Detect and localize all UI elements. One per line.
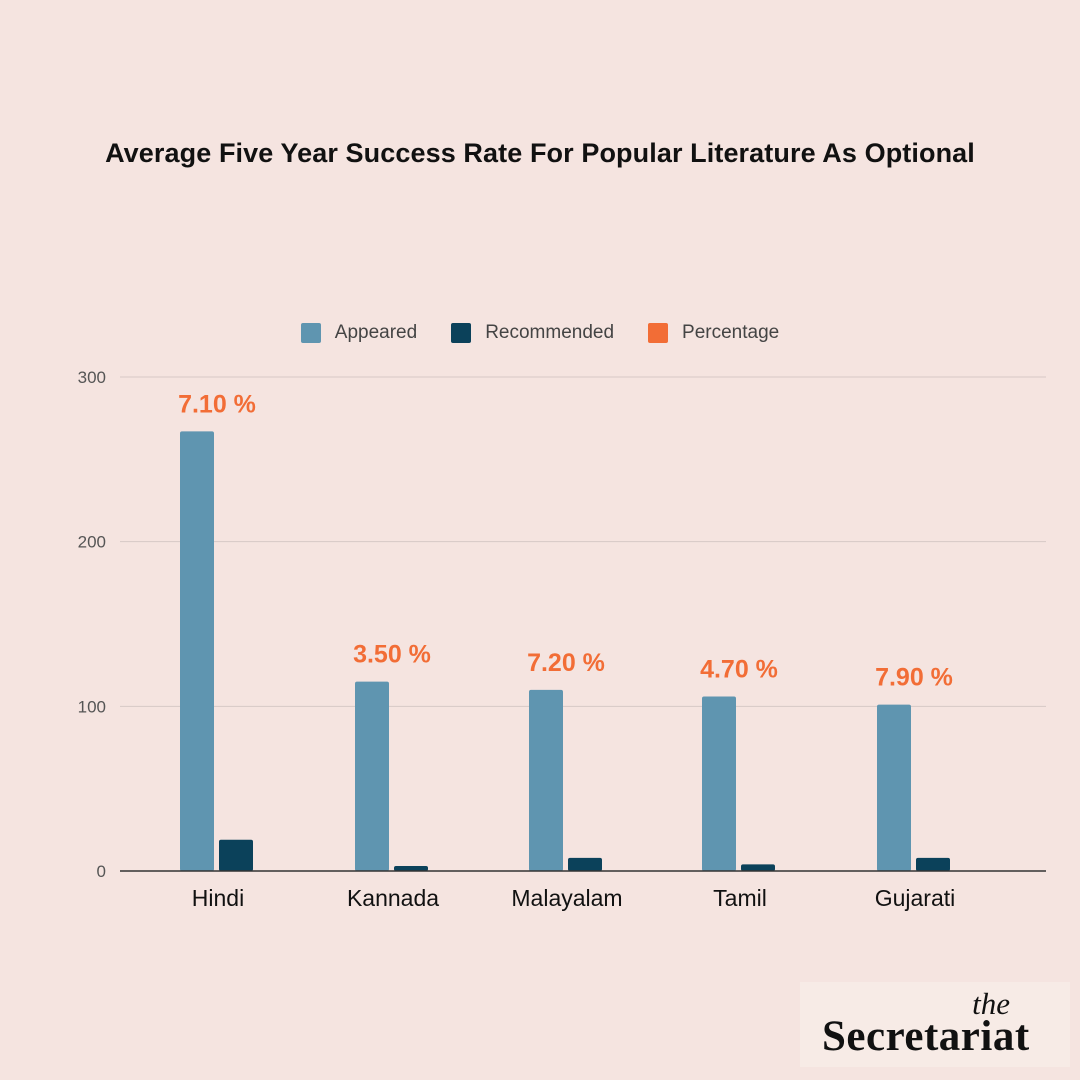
x-tick-label-hindi: Hindi	[192, 885, 244, 911]
x-tick-label-kannada: Kannada	[347, 885, 439, 911]
bar-appeared-malayalam	[529, 689, 563, 871]
legend-item-appeared: Appeared	[300, 322, 418, 344]
legend-label-recommended: Recommended	[485, 322, 615, 343]
bar-appeared-tamil	[702, 696, 736, 871]
y-tick-label-100: 100	[78, 697, 106, 716]
bar-recommended-gujarati	[916, 857, 950, 871]
legend-item-percentage: Percentage	[648, 322, 779, 344]
legend-item-recommended: Recommended	[451, 322, 614, 344]
legend-label-appeared: Appeared	[334, 322, 418, 343]
bar-recommended-hindi	[219, 839, 253, 871]
percentage-label-tamil: 4.70 %	[700, 655, 778, 683]
legend-label-percentage: Percentage	[682, 322, 780, 343]
x-tick-label-gujarati: Gujarati	[875, 885, 956, 911]
percentage-label-gujarati: 7.90 %	[875, 664, 953, 692]
legend-swatch-appeared	[300, 323, 321, 343]
bar-appeared-hindi	[180, 431, 214, 871]
x-tick-label-malayalam: Malayalam	[511, 885, 622, 911]
logo-text-the: the	[972, 986, 1010, 1021]
x-tick-label-tamil: Tamil	[713, 885, 767, 911]
bar-appeared-kannada	[355, 681, 389, 871]
secretariat-logo: the Secretariat	[800, 982, 1070, 1067]
bar-recommended-kannada	[394, 866, 428, 871]
y-tick-label-200: 200	[78, 533, 106, 552]
percentage-label-malayalam: 7.20 %	[527, 649, 605, 677]
percentage-label-kannada: 3.50 %	[353, 641, 431, 669]
bar-recommended-tamil	[741, 864, 775, 871]
percentage-label-hindi: 7.10 %	[178, 390, 256, 418]
bar-recommended-malayalam	[568, 857, 602, 871]
legend-swatch-percentage	[648, 323, 669, 343]
chart-title: Average Five Year Success Rate For Popul…	[105, 138, 975, 168]
y-tick-label-300: 300	[78, 368, 106, 387]
legend-swatch-recommended	[451, 323, 472, 343]
chart-legend: Appeared Recommended Percentage	[0, 322, 1080, 344]
y-tick-label-0: 0	[97, 862, 106, 881]
bar-appeared-gujarati	[877, 704, 911, 871]
logo-text-secretariat: Secretariat	[822, 1013, 1030, 1060]
